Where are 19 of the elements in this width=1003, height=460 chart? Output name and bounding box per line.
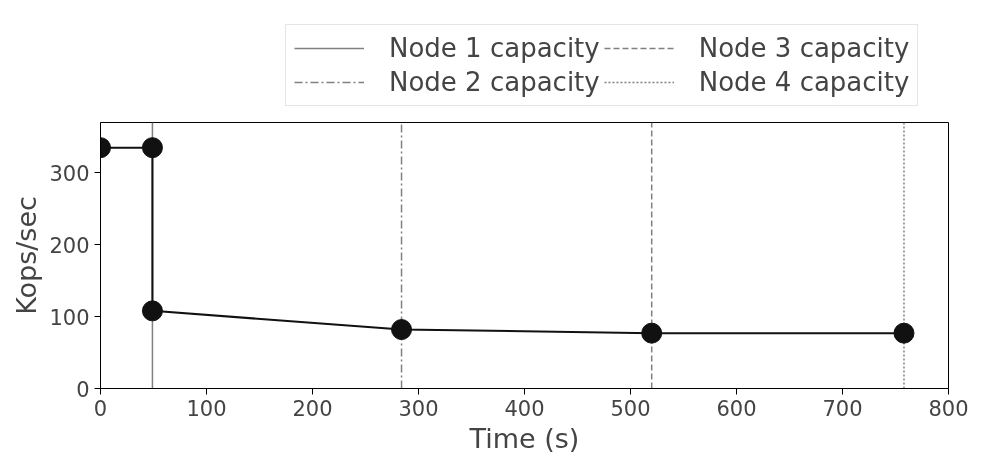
x-tick-label: 200 (292, 396, 333, 421)
y-axis-title: Kops/sec (11, 196, 43, 315)
x-tick-label: 500 (610, 396, 651, 421)
x-axis-title: Time (s) (468, 422, 580, 454)
x-tick-label: 600 (716, 396, 757, 421)
x-tick-label: 700 (822, 396, 863, 421)
legend-label: Node 1 capacity (389, 33, 600, 63)
x-tick-label: 800 (928, 396, 969, 421)
y-tick-label: 200 (49, 233, 90, 258)
legend-label: Node 4 capacity (698, 67, 910, 97)
x-tick-label: 300 (398, 396, 439, 421)
x-tick-label: 400 (504, 396, 545, 421)
legend-label: Node 2 capacity (389, 67, 600, 97)
y-tick-label: 300 (49, 161, 90, 186)
legend-label: Node 3 capacity (698, 33, 910, 63)
x-tick-label: 100 (186, 396, 227, 421)
y-tick-label: 0 (76, 377, 90, 402)
y-tick-label: 100 (49, 305, 90, 330)
x-tick-label: 0 (93, 396, 108, 421)
